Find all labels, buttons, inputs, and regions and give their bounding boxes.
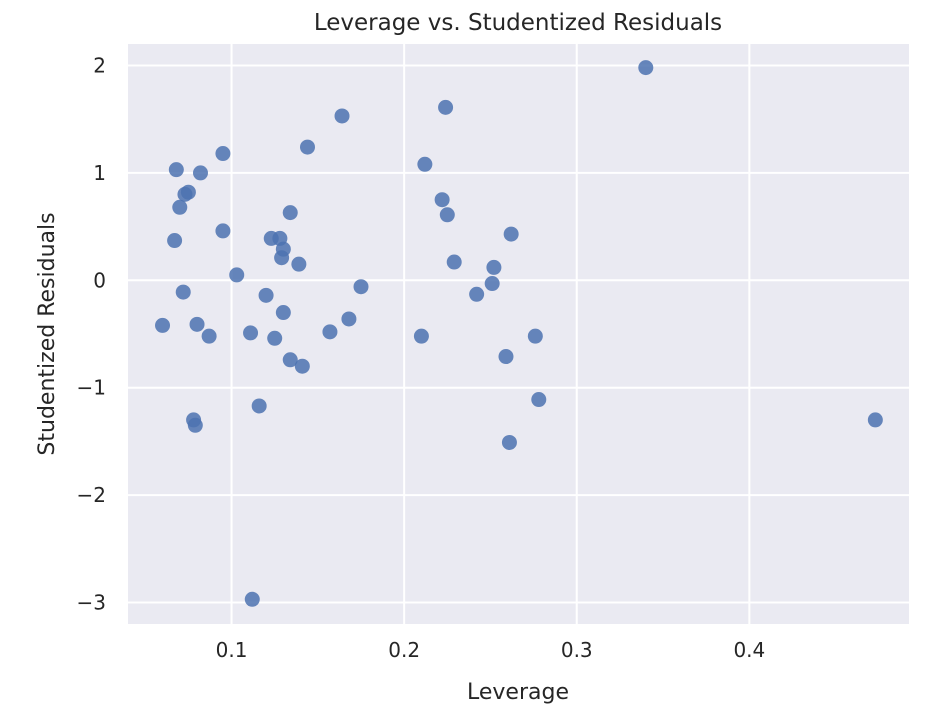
data-point <box>258 287 274 303</box>
data-point <box>201 328 217 344</box>
x-tick-label: 0.4 <box>733 638 765 662</box>
data-point <box>275 305 291 321</box>
data-point <box>867 412 883 428</box>
x-tick-label: 0.1 <box>216 638 248 662</box>
x-tick-label: 0.3 <box>561 638 593 662</box>
data-point <box>300 139 316 155</box>
x-axis-label: Leverage <box>467 680 569 705</box>
y-tick-label: −2 <box>77 483 106 507</box>
y-tick-labels: 2 1 0 −1 −2 −3 <box>77 53 106 614</box>
grid <box>128 44 909 624</box>
y-tick-label: −1 <box>77 376 106 400</box>
data-point <box>215 223 231 239</box>
data-point <box>251 398 267 414</box>
data-point <box>243 325 259 341</box>
data-point <box>168 162 184 178</box>
data-point <box>353 279 369 295</box>
data-point <box>189 316 205 332</box>
data-point <box>498 349 514 365</box>
data-point <box>291 256 307 272</box>
y-tick-label: 1 <box>93 161 106 185</box>
data-point <box>503 226 519 242</box>
data-point <box>229 267 245 283</box>
data-point <box>486 259 502 275</box>
data-point <box>215 146 231 162</box>
data-point <box>484 276 500 292</box>
y-axis-label: Studentized Residuals <box>35 212 60 455</box>
data-point <box>341 311 357 327</box>
data-point <box>446 254 462 270</box>
data-point <box>275 241 291 257</box>
data-point <box>187 417 203 433</box>
data-point <box>334 108 350 124</box>
data-point <box>413 328 429 344</box>
data-point <box>175 284 191 300</box>
data-point <box>282 205 298 221</box>
data-point <box>434 192 450 208</box>
data-point <box>417 156 433 172</box>
data-point <box>527 328 543 344</box>
y-tick-label: 0 <box>93 268 106 292</box>
data-point <box>167 233 183 249</box>
data-point <box>439 207 455 223</box>
data-point <box>244 591 260 607</box>
data-point <box>282 352 298 368</box>
data-point <box>438 99 454 115</box>
chart-title: Leverage vs. Studentized Residuals <box>314 10 722 36</box>
plot-area <box>128 44 909 624</box>
data-point <box>469 286 485 302</box>
x-tick-labels: 0.1 0.2 0.3 0.4 <box>216 638 766 662</box>
data-point <box>180 184 196 200</box>
data-point <box>192 165 208 181</box>
x-tick-label: 0.2 <box>388 638 420 662</box>
data-points <box>155 60 883 607</box>
y-tick-label: 2 <box>93 53 106 77</box>
data-point <box>172 199 188 215</box>
data-point <box>267 330 283 346</box>
data-point <box>501 434 517 450</box>
data-point <box>531 392 547 408</box>
data-point <box>294 358 310 374</box>
data-point <box>322 324 338 340</box>
data-point <box>155 317 171 333</box>
data-point <box>638 60 654 76</box>
y-tick-label: −3 <box>77 591 106 615</box>
